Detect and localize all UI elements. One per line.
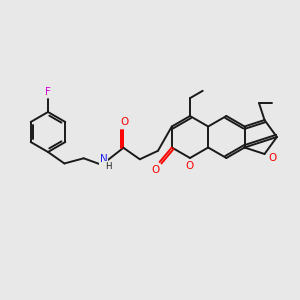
Text: O: O — [120, 117, 129, 127]
Text: O: O — [185, 161, 193, 171]
Text: H: H — [105, 162, 112, 171]
Text: F: F — [45, 87, 51, 97]
Text: O: O — [152, 165, 160, 175]
Text: O: O — [268, 153, 277, 163]
Text: N: N — [100, 154, 108, 164]
